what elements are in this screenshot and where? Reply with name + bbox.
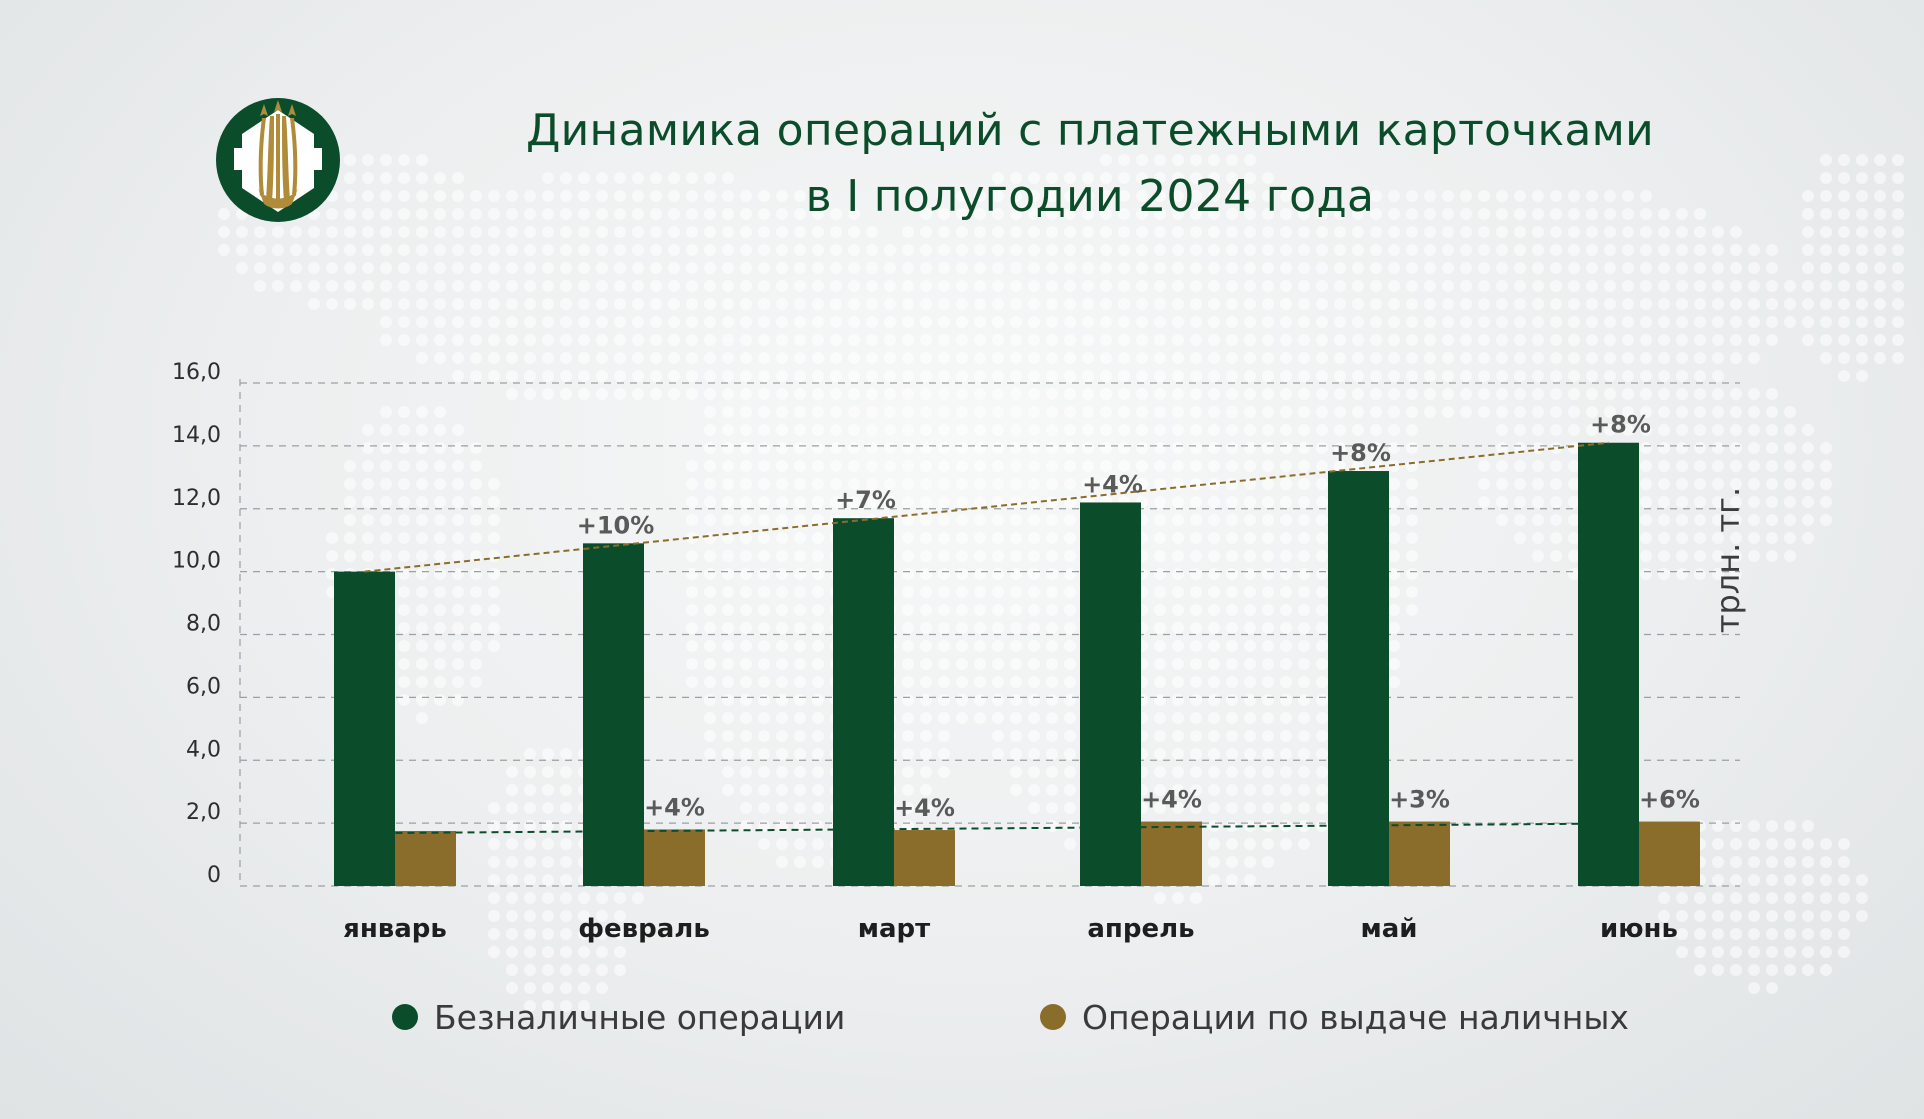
chart-title: Динамика операций с платежными карточкам…: [440, 98, 1740, 230]
x-tick-label: апрель: [1087, 914, 1194, 944]
x-tick-label: февраль: [578, 914, 710, 944]
bar-cash: [1389, 821, 1450, 886]
y-tick-label: 10,0: [172, 549, 221, 574]
y-tick-label: 12,0: [172, 486, 221, 511]
y-tick-label: 16,0: [172, 360, 221, 385]
y-axis-label: трлн. тг.: [1709, 486, 1747, 634]
legend-item-cash: Операции по выдаче наличных: [1040, 992, 1629, 1042]
growth-label-cashless: +7%: [835, 486, 896, 514]
y-tick-label: 4,0: [186, 737, 221, 762]
bar-cash: [1141, 821, 1202, 886]
y-tick-label: 14,0: [172, 423, 221, 448]
chart-title-line-1: Динамика операций с платежными карточкам…: [525, 105, 1655, 156]
x-tick-label: май: [1360, 914, 1417, 944]
bar-cash: [894, 830, 955, 886]
legend-item-cashless: Безналичные операции: [392, 992, 845, 1042]
trend-line-cashless: [364, 441, 1609, 573]
chart-legend: Безналичные операции Операции по выдаче …: [0, 992, 1924, 1042]
growth-label-cash: +4%: [1141, 786, 1202, 814]
bar-cashless: [1578, 442, 1639, 886]
x-tick-label: январь: [343, 914, 447, 944]
growth-label-cash: +4%: [644, 793, 705, 821]
legend-label-cashless: Безналичные операции: [434, 997, 846, 1037]
bar-cashless: [583, 543, 644, 886]
growth-label-cashless: +8%: [1590, 411, 1651, 439]
y-tick-label: 6,0: [186, 674, 221, 699]
x-axis: январь февраль март апрель май июнь: [343, 914, 1678, 944]
y-tick-label: 2,0: [186, 800, 221, 825]
bar-cashless: [1328, 471, 1389, 886]
bar-cash: [1639, 821, 1700, 886]
y-tick-label: 0: [207, 863, 221, 888]
bar-cash: [644, 829, 705, 886]
trend-line-cash: [395, 822, 1610, 834]
chart-title-line-2: в I полугодии 2024 года: [805, 171, 1375, 222]
bars: [334, 442, 1700, 886]
y-axis: 0 2,0 4,0 6,0 8,0 10,0 12,0 14,0 16,0: [172, 360, 1740, 888]
x-tick-label: июнь: [1600, 914, 1678, 944]
green-circle-icon: [392, 1004, 418, 1030]
bar-cashless: [833, 518, 894, 886]
growth-label-cash: +3%: [1389, 786, 1450, 814]
y-tick-label: 8,0: [186, 612, 221, 637]
bar-cashless: [334, 571, 395, 886]
legend-label-cash: Операции по выдаче наличных: [1082, 997, 1629, 1037]
bar-cash: [395, 830, 456, 886]
growth-label-cash: +6%: [1639, 786, 1700, 814]
growth-label-cashless: +10%: [577, 511, 655, 539]
national-bank-kazakhstan-emblem-icon: [216, 98, 340, 222]
gold-circle-icon: [1040, 1004, 1066, 1030]
growth-label-cashless: +8%: [1330, 439, 1391, 467]
bar-cashless: [1080, 502, 1141, 886]
growth-label-cash: +4%: [894, 794, 955, 822]
x-tick-label: март: [858, 914, 930, 944]
